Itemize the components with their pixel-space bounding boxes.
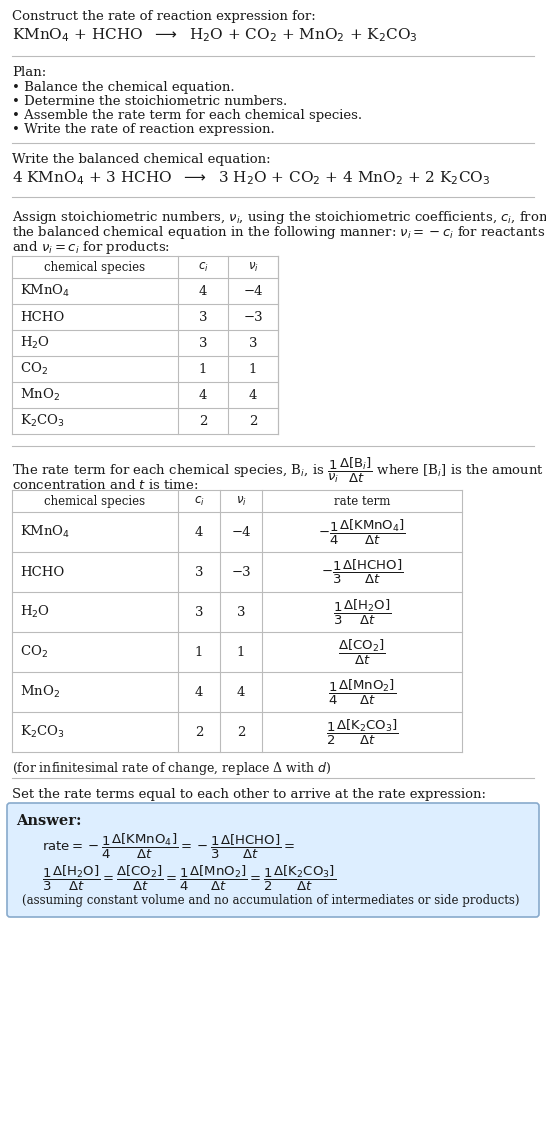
Text: $-\dfrac{1}{3}\dfrac{\Delta[\mathrm{HCHO}]}{\Delta t}$: $-\dfrac{1}{3}\dfrac{\Delta[\mathrm{HCHO… [321, 558, 403, 586]
Text: $\dfrac{\Delta[\mathrm{CO_2}]}{\Delta t}$: $\dfrac{\Delta[\mathrm{CO_2}]}{\Delta t}… [339, 637, 385, 667]
Text: HCHO: HCHO [20, 311, 64, 323]
Text: The rate term for each chemical species, B$_i$, is $\dfrac{1}{\nu_i}\dfrac{\Delt: The rate term for each chemical species,… [12, 456, 544, 485]
Text: Set the rate terms equal to each other to arrive at the rate expression:: Set the rate terms equal to each other t… [12, 787, 486, 801]
Text: chemical species: chemical species [44, 495, 146, 508]
Text: 2: 2 [195, 726, 203, 739]
Text: $\mathrm{rate} = -\dfrac{1}{4}\dfrac{\Delta[\mathrm{KMnO_4}]}{\Delta t} = -\dfra: $\mathrm{rate} = -\dfrac{1}{4}\dfrac{\De… [42, 832, 295, 861]
Text: (for infinitesimal rate of change, replace Δ with $d$): (for infinitesimal rate of change, repla… [12, 760, 331, 777]
Text: and $\nu_i = c_i$ for products:: and $\nu_i = c_i$ for products: [12, 239, 170, 256]
Text: • Determine the stoichiometric numbers.: • Determine the stoichiometric numbers. [12, 94, 287, 108]
Text: −4: −4 [244, 284, 263, 297]
Text: 4: 4 [199, 388, 207, 402]
Text: $\nu_i$: $\nu_i$ [247, 261, 258, 273]
Text: $\nu_i$: $\nu_i$ [235, 494, 246, 508]
Text: 2: 2 [199, 414, 207, 428]
Text: Plan:: Plan: [12, 66, 46, 79]
Text: Write the balanced chemical equation:: Write the balanced chemical equation: [12, 152, 271, 166]
Text: −3: −3 [243, 311, 263, 323]
Text: 4: 4 [195, 526, 203, 538]
Text: 1: 1 [199, 363, 207, 376]
Text: 3: 3 [237, 605, 245, 618]
Text: rate term: rate term [334, 495, 390, 508]
Text: Assign stoichiometric numbers, $\nu_i$, using the stoichiometric coefficients, $: Assign stoichiometric numbers, $\nu_i$, … [12, 209, 546, 226]
Text: 2: 2 [237, 726, 245, 739]
Text: −3: −3 [231, 566, 251, 578]
Text: $\dfrac{1}{4}\dfrac{\Delta[\mathrm{MnO_2}]}{\Delta t}$: $\dfrac{1}{4}\dfrac{\Delta[\mathrm{MnO_2… [328, 677, 396, 707]
Text: $-\dfrac{1}{4}\dfrac{\Delta[\mathrm{KMnO_4}]}{\Delta t}$: $-\dfrac{1}{4}\dfrac{\Delta[\mathrm{KMnO… [318, 518, 406, 546]
Text: • Assemble the rate term for each chemical species.: • Assemble the rate term for each chemic… [12, 109, 362, 122]
Text: 4: 4 [199, 284, 207, 297]
Text: (assuming constant volume and no accumulation of intermediates or side products): (assuming constant volume and no accumul… [22, 894, 519, 907]
Text: CO$_2$: CO$_2$ [20, 361, 48, 377]
Text: • Write the rate of reaction expression.: • Write the rate of reaction expression. [12, 123, 275, 137]
Text: 3: 3 [195, 566, 203, 578]
Text: KMnO$_4$ + HCHO  $\longrightarrow$  H$_2$O + CO$_2$ + MnO$_2$ + K$_2$CO$_3$: KMnO$_4$ + HCHO $\longrightarrow$ H$_2$O… [12, 26, 418, 43]
Text: 2: 2 [249, 414, 257, 428]
Text: H$_2$O: H$_2$O [20, 335, 50, 351]
Text: the balanced chemical equation in the following manner: $\nu_i = -c_i$ for react: the balanced chemical equation in the fo… [12, 224, 545, 241]
Text: $\dfrac{1}{3}\dfrac{\Delta[\mathrm{H_2O}]}{\Delta t} = \dfrac{\Delta[\mathrm{CO_: $\dfrac{1}{3}\dfrac{\Delta[\mathrm{H_2O}… [42, 864, 336, 893]
Text: HCHO: HCHO [20, 566, 64, 578]
Text: chemical species: chemical species [44, 261, 146, 273]
Text: $c_i$: $c_i$ [194, 494, 204, 508]
FancyBboxPatch shape [7, 803, 539, 917]
Text: $\dfrac{1}{2}\dfrac{\Delta[\mathrm{K_2CO_3}]}{\Delta t}$: $\dfrac{1}{2}\dfrac{\Delta[\mathrm{K_2CO… [326, 717, 398, 747]
Text: K$_2$CO$_3$: K$_2$CO$_3$ [20, 724, 64, 740]
Text: 4: 4 [195, 685, 203, 699]
Text: H$_2$O: H$_2$O [20, 604, 50, 620]
Text: 1: 1 [237, 645, 245, 659]
Text: KMnO$_4$: KMnO$_4$ [20, 523, 70, 541]
Text: CO$_2$: CO$_2$ [20, 644, 48, 660]
Text: MnO$_2$: MnO$_2$ [20, 684, 60, 700]
Text: KMnO$_4$: KMnO$_4$ [20, 283, 70, 299]
Text: 3: 3 [249, 337, 257, 349]
Text: 4 KMnO$_4$ + 3 HCHO  $\longrightarrow$  3 H$_2$O + CO$_2$ + 4 MnO$_2$ + 2 K$_2$C: 4 KMnO$_4$ + 3 HCHO $\longrightarrow$ 3 … [12, 170, 490, 187]
Text: MnO$_2$: MnO$_2$ [20, 387, 60, 403]
Text: 3: 3 [199, 311, 207, 323]
Text: K$_2$CO$_3$: K$_2$CO$_3$ [20, 413, 64, 429]
Text: Construct the rate of reaction expression for:: Construct the rate of reaction expressio… [12, 10, 316, 23]
Text: Answer:: Answer: [16, 814, 81, 828]
Text: $\dfrac{1}{3}\dfrac{\Delta[\mathrm{H_2O}]}{\Delta t}$: $\dfrac{1}{3}\dfrac{\Delta[\mathrm{H_2O}… [333, 597, 391, 627]
Text: 4: 4 [249, 388, 257, 402]
Text: 4: 4 [237, 685, 245, 699]
Text: concentration and $t$ is time:: concentration and $t$ is time: [12, 478, 198, 492]
Text: $c_i$: $c_i$ [198, 261, 209, 273]
Text: • Balance the chemical equation.: • Balance the chemical equation. [12, 81, 235, 94]
Text: −4: −4 [232, 526, 251, 538]
Text: 3: 3 [195, 605, 203, 618]
Text: 1: 1 [249, 363, 257, 376]
Text: 1: 1 [195, 645, 203, 659]
Text: 3: 3 [199, 337, 207, 349]
